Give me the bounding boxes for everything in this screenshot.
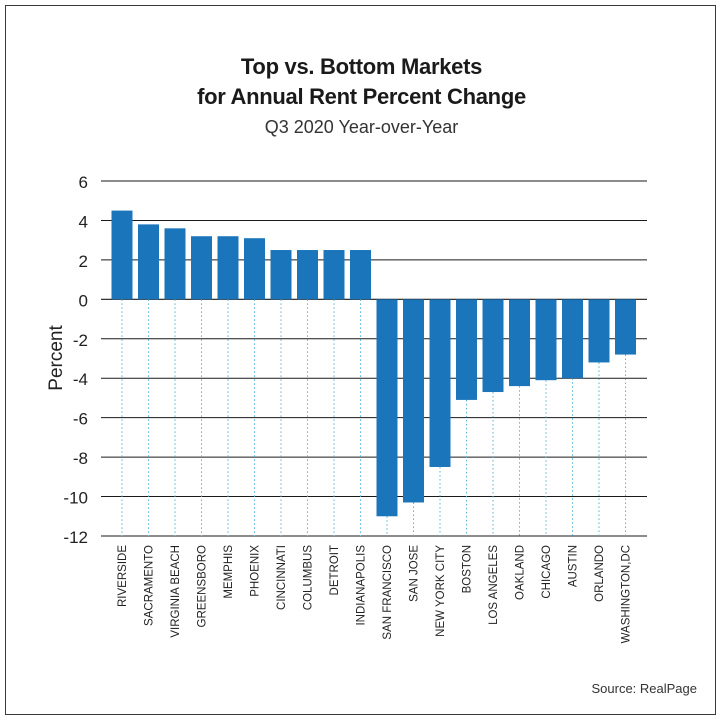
bars xyxy=(111,210,636,517)
y-tick-label: -10 xyxy=(63,489,88,508)
chart-title-line-1: Top vs. Bottom Markets xyxy=(240,54,483,79)
x-tick-label: SACRAMENTO xyxy=(144,545,156,626)
bar xyxy=(323,250,345,300)
bar xyxy=(376,299,398,517)
x-tick-label: LOS ANGELES xyxy=(488,545,500,625)
bar xyxy=(403,299,424,503)
bar xyxy=(535,299,557,381)
x-tick-label: VIRGINIA BEACH xyxy=(170,545,182,638)
x-tick-label: CHICAGO xyxy=(541,545,553,599)
x-tick-label: SAN FRANCISCO xyxy=(382,545,394,640)
y-tick-labels: 6 4 2 0 -2 -4 -6 -8 -10 -12 xyxy=(63,173,88,547)
x-tick-label: WASHINGTON,DC xyxy=(621,545,633,643)
bar xyxy=(456,299,477,400)
y-tick-label: -8 xyxy=(73,449,88,468)
x-tick-label: GREENSBORO xyxy=(197,545,209,627)
bar xyxy=(297,250,318,300)
y-tick-label: 2 xyxy=(79,252,88,271)
bar xyxy=(350,250,371,300)
x-tick-label: COLUMBUS xyxy=(303,545,315,611)
bar xyxy=(588,299,610,363)
bar xyxy=(429,299,451,467)
bar xyxy=(191,236,212,300)
x-tick-label: SAN JOSE xyxy=(409,545,421,602)
x-tick-label: MEMPHIS xyxy=(223,545,235,599)
x-tick-label: INDIANAPOLIS xyxy=(356,545,368,626)
x-tick-label: PHOENIX xyxy=(250,545,262,597)
y-tick-label: 0 xyxy=(79,291,88,310)
x-tick-label: DETROIT xyxy=(329,545,341,595)
source-note: Source: RealPage xyxy=(591,681,697,696)
category-guide-lines xyxy=(121,299,626,536)
y-tick-label: 4 xyxy=(79,212,88,231)
x-tick-label: BOSTON xyxy=(462,545,474,593)
x-tick-label: CINCINNATI xyxy=(276,545,288,610)
bar xyxy=(509,299,530,387)
x-tick-labels: RIVERSIDE SACRAMENTO VIRGINIA BEACH GREENSB… xyxy=(117,545,633,644)
x-tick-label: RIVERSIDE xyxy=(117,545,129,607)
x-tick-label: AUSTIN xyxy=(568,545,580,587)
bar xyxy=(562,299,583,379)
bar xyxy=(164,228,186,300)
y-tick-label: 6 xyxy=(79,173,88,192)
bar xyxy=(111,210,133,300)
x-tick-label: OAKLAND xyxy=(515,545,527,600)
bar xyxy=(138,224,159,300)
chart-title-line-2: for Annual Rent Percent Change xyxy=(197,84,526,109)
y-tick-label: -12 xyxy=(63,528,88,547)
bar xyxy=(615,299,636,355)
y-axis-label: Percent xyxy=(46,325,67,391)
y-tick-label: -6 xyxy=(73,410,88,429)
y-tick-label: -4 xyxy=(73,370,88,389)
bar xyxy=(270,250,292,300)
bar xyxy=(482,299,504,393)
x-tick-label: NEW YORK CITY xyxy=(435,545,447,637)
bar xyxy=(217,236,239,300)
y-tick-label: -2 xyxy=(73,331,88,350)
bar xyxy=(244,238,265,300)
chart-subtitle: Q3 2020 Year-over-Year xyxy=(264,117,459,137)
x-tick-label: ORLANDO xyxy=(594,545,606,602)
